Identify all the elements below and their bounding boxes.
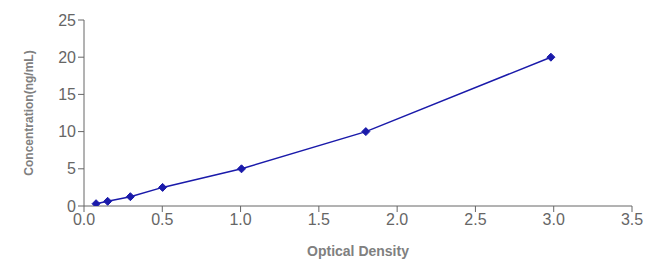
- svg-text:20: 20: [58, 49, 76, 66]
- svg-text:Optical Density: Optical Density: [307, 243, 409, 259]
- svg-text:3.5: 3.5: [621, 211, 643, 228]
- svg-text:1.5: 1.5: [308, 211, 330, 228]
- svg-text:2.0: 2.0: [386, 211, 408, 228]
- svg-text:Concentration(ng/mL): Concentration(ng/mL): [22, 50, 36, 175]
- svg-text:10: 10: [58, 123, 76, 140]
- svg-text:0.0: 0.0: [73, 211, 95, 228]
- svg-text:2.5: 2.5: [464, 211, 486, 228]
- svg-text:15: 15: [58, 86, 76, 103]
- svg-text:0.5: 0.5: [151, 211, 173, 228]
- svg-text:0: 0: [67, 198, 76, 215]
- svg-text:5: 5: [67, 160, 76, 177]
- svg-text:1.0: 1.0: [229, 211, 251, 228]
- svg-text:25: 25: [58, 12, 76, 29]
- svg-text:3.0: 3.0: [543, 211, 565, 228]
